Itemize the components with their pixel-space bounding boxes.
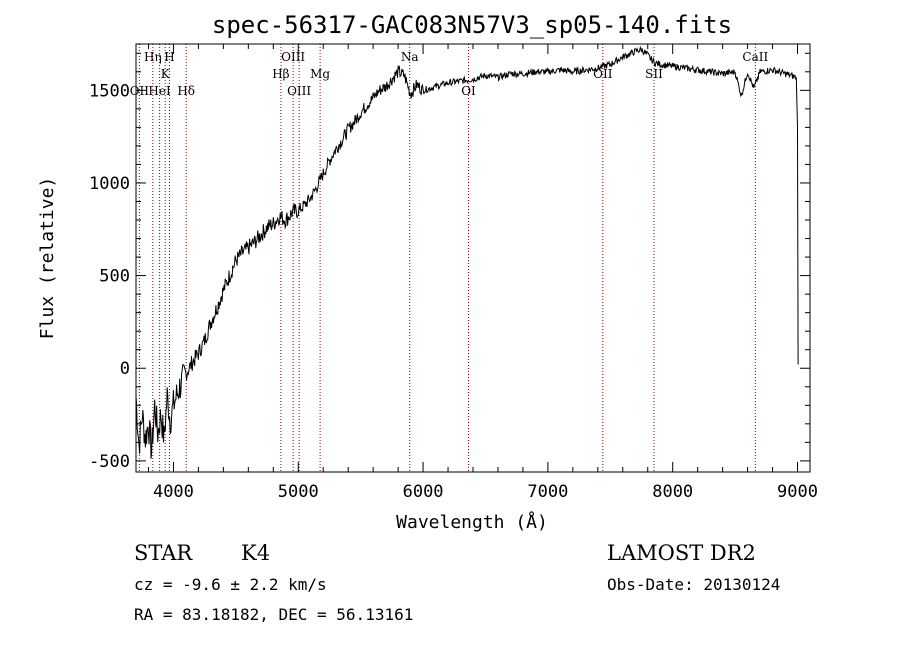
spectral-line-label: OI [461, 84, 476, 98]
spectrum-line [135, 45, 799, 459]
object-class: STAR [134, 541, 193, 565]
spectral-line-label: Hβ [272, 67, 289, 81]
x-axis-label: Wavelength (Å) [396, 511, 548, 533]
spectral-line-label: Hδ [177, 84, 195, 98]
x-tick-label: 6000 [403, 482, 444, 502]
x-axis: 4000 5000 6000 7000 8000 9000 [147, 44, 818, 502]
y-axis-label: Flux (relative) [37, 177, 58, 340]
y-tick-label: 1000 [89, 174, 130, 194]
spectral-line-label: SII [645, 67, 663, 81]
survey-label: LAMOST DR2 [607, 541, 756, 565]
obs-date-text: Obs-Date: 20130124 [607, 575, 780, 594]
y-axis: -500 0 500 1000 1500 [89, 52, 810, 472]
spectral-line-label: Mg [310, 67, 330, 81]
spectral-line-label: OII [130, 84, 150, 98]
chart-title: spec-56317-GAC083N57V3_sp05-140.fits [212, 11, 732, 39]
object-subclass: K4 [241, 541, 270, 565]
spectral-line-label: Na [401, 50, 419, 64]
y-tick-label: 0 [120, 359, 130, 379]
x-tick-label: 8000 [652, 482, 693, 502]
spectral-line-label: OIII [281, 50, 305, 64]
y-tick-label: -500 [89, 452, 130, 472]
spectral-line-label: CaII [742, 50, 768, 64]
x-tick-label: 9000 [777, 482, 818, 502]
spectral-line-label: H [164, 50, 174, 64]
coordinates-text: RA = 83.18182, DEC = 56.13161 [134, 605, 413, 624]
y-tick-label: 500 [99, 267, 130, 287]
x-tick-label: 5000 [278, 482, 319, 502]
x-tick-label: 7000 [527, 482, 568, 502]
spectral-line-label: K [161, 67, 171, 81]
spectral-line-labels: OII Hη HeI KH Hδ Hβ OIII OIII Mg Na OI OII SII CaII [130, 50, 769, 98]
redshift-text: cz = -9.6 ± 2.2 km/s [134, 575, 327, 594]
y-tick-label: 1500 [89, 81, 130, 101]
spectral-line-label: OII [593, 67, 613, 81]
spectral-line-markers [138, 44, 756, 472]
spectral-line-label: Hη [144, 50, 162, 64]
x-tick-label: 4000 [153, 482, 194, 502]
spectral-line-label: HeI [148, 84, 171, 98]
spectral-line-label: OIII [287, 84, 311, 98]
